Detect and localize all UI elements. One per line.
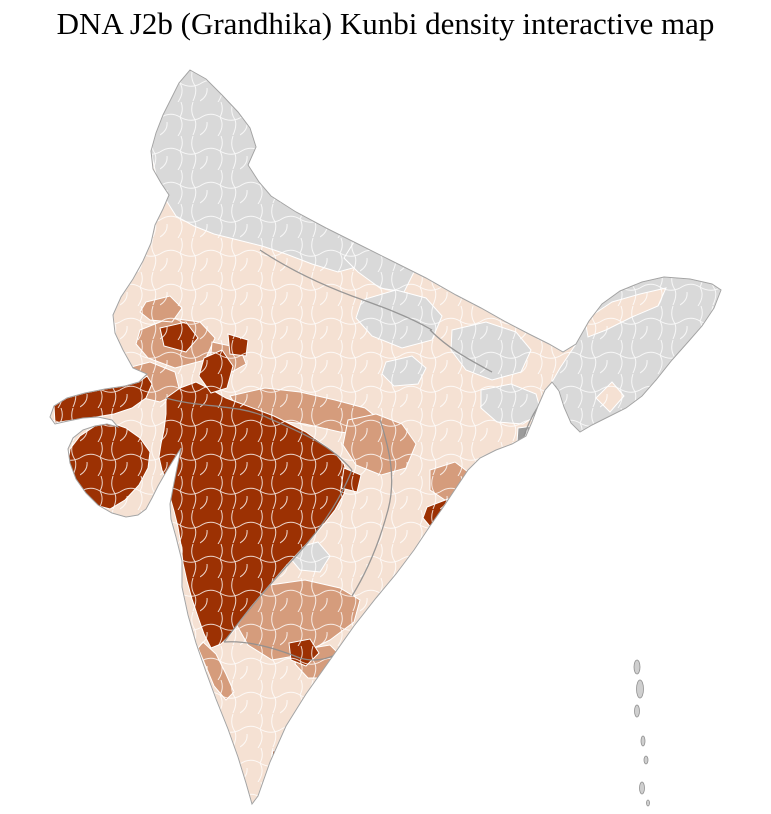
region-medium-density[interactable] bbox=[447, 497, 483, 531]
india-outline bbox=[49, 69, 722, 806]
region-medium-density[interactable] bbox=[375, 593, 417, 625]
island[interactable] bbox=[633, 659, 641, 675]
page-title: DNA J2b (Grandhika) Kunbi density intera… bbox=[56, 6, 715, 41]
island[interactable] bbox=[636, 679, 644, 699]
island[interactable] bbox=[643, 755, 649, 765]
island[interactable] bbox=[634, 704, 640, 718]
andaman-nicobar-islands[interactable] bbox=[633, 659, 650, 807]
state-borders bbox=[165, 249, 557, 661]
island[interactable] bbox=[640, 735, 646, 747]
island[interactable] bbox=[639, 781, 645, 795]
island[interactable] bbox=[646, 799, 650, 807]
